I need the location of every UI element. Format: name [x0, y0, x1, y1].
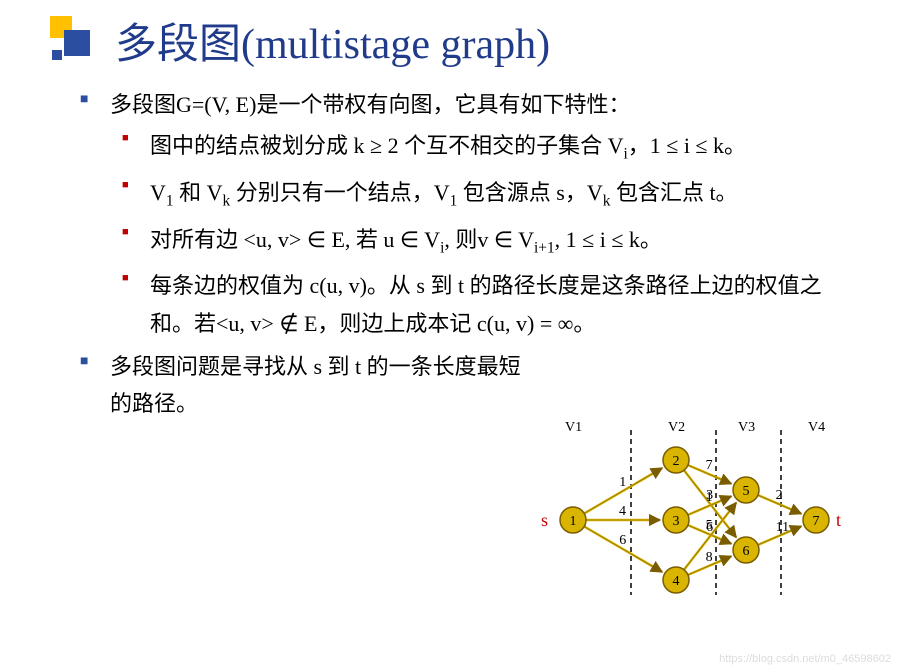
- bullet-1-2: V1 和 Vk 分别只有一个结点，V1 包含源点 s，Vk 包含汇点 t。: [150, 174, 861, 215]
- title-row: 多段图(multistage graph): [50, 10, 861, 71]
- stage-label: V2: [668, 420, 685, 436]
- b13b: , 则v ∈ V: [444, 227, 534, 252]
- svg-text:4: 4: [673, 574, 680, 589]
- b12a: V: [150, 180, 166, 205]
- edge-weight: 6: [619, 533, 626, 549]
- bullet-1-3: 对所有边 <u, v> ∈ E, 若 u ∈ Vi, 则v ∈ Vi+1, 1 …: [150, 221, 861, 262]
- edge-weight: 6: [706, 520, 713, 536]
- stage-label: V3: [738, 420, 755, 436]
- graph-svg: 1 2 3 4 5 6 7: [501, 420, 861, 600]
- bullet-1-4: 每条边的权值为 c(u, v)。从 s 到 t 的路径长度是这条路径上边的权值之…: [150, 267, 861, 342]
- bullet-1: 多段图G=(V, E)是一个带权有向图，它具有如下特性： 图中的结点被划分成 k…: [110, 86, 861, 342]
- b14: 每条边的权值为 c(u, v)。从 s 到 t 的路径长度是这条路径上边的权值之…: [150, 273, 822, 335]
- stage-label: V4: [808, 420, 825, 436]
- bullet-2: 多段图问题是寻找从 s 到 t 的一条长度最短的路径。: [110, 348, 530, 423]
- slide: 多段图(multistage graph) 多段图G=(V, E)是一个带权有向…: [0, 0, 901, 670]
- edge-weight: 8: [706, 550, 713, 566]
- b13a: 对所有边 <u, v> ∈ E, 若 u ∈ V: [150, 227, 440, 252]
- bullet-1-text: 多段图G=(V, E)是一个带权有向图，它具有如下特性：: [110, 92, 630, 117]
- edge-weight: 1: [619, 475, 626, 491]
- svg-text:7: 7: [813, 514, 820, 529]
- stage-label: V1: [565, 420, 582, 436]
- bullet-2-text: 多段图问题是寻找从 s 到 t 的一条长度最短的路径。: [110, 354, 521, 416]
- svg-text:5: 5: [743, 484, 750, 499]
- edge-weight: 1: [706, 490, 713, 506]
- svg-text:1: 1: [570, 514, 577, 529]
- edge-weight: 2: [776, 488, 783, 504]
- edge-weight: 7: [706, 458, 713, 474]
- b12e: 包含汇点 t。: [610, 180, 737, 205]
- svg-text:6: 6: [743, 544, 750, 559]
- svg-text:3: 3: [673, 514, 680, 529]
- t-label: t: [836, 510, 841, 531]
- b12b: 和 V: [174, 180, 223, 205]
- b12d: 包含源点 s，V: [457, 180, 602, 205]
- edge-weight: 11: [776, 520, 789, 536]
- b13c: , 1 ≤ i ≤ k。: [555, 227, 662, 252]
- slide-title: 多段图(multistage graph): [115, 10, 550, 71]
- bullet-1-sublist: 图中的结点被划分成 k ≥ 2 个互不相交的子集合 Vi，1 ≤ i ≤ k。 …: [110, 127, 861, 342]
- multistage-graph: 1 2 3 4 5 6 7 1 4 6 7 3 1 5 6 8 2 11 V1 V2 V3 V4 s t: [501, 420, 861, 600]
- watermark: https://blog.csdn.net/m0_46598602: [719, 653, 891, 665]
- bullet-1-1-b: ，1 ≤ i ≤ k。: [628, 133, 746, 158]
- b12c: 分别只有一个结点，V: [230, 180, 449, 205]
- bullet-list: 多段图G=(V, E)是一个带权有向图，它具有如下特性： 图中的结点被划分成 k…: [50, 86, 861, 423]
- svg-text:2: 2: [673, 454, 680, 469]
- bullet-1-1: 图中的结点被划分成 k ≥ 2 个互不相交的子集合 Vi，1 ≤ i ≤ k。: [150, 127, 861, 168]
- s-label: s: [541, 510, 548, 531]
- bullet-1-1-a: 图中的结点被划分成 k ≥ 2 个互不相交的子集合 V: [150, 133, 623, 158]
- edge-weight: 4: [619, 504, 626, 520]
- title-icon: [50, 16, 90, 66]
